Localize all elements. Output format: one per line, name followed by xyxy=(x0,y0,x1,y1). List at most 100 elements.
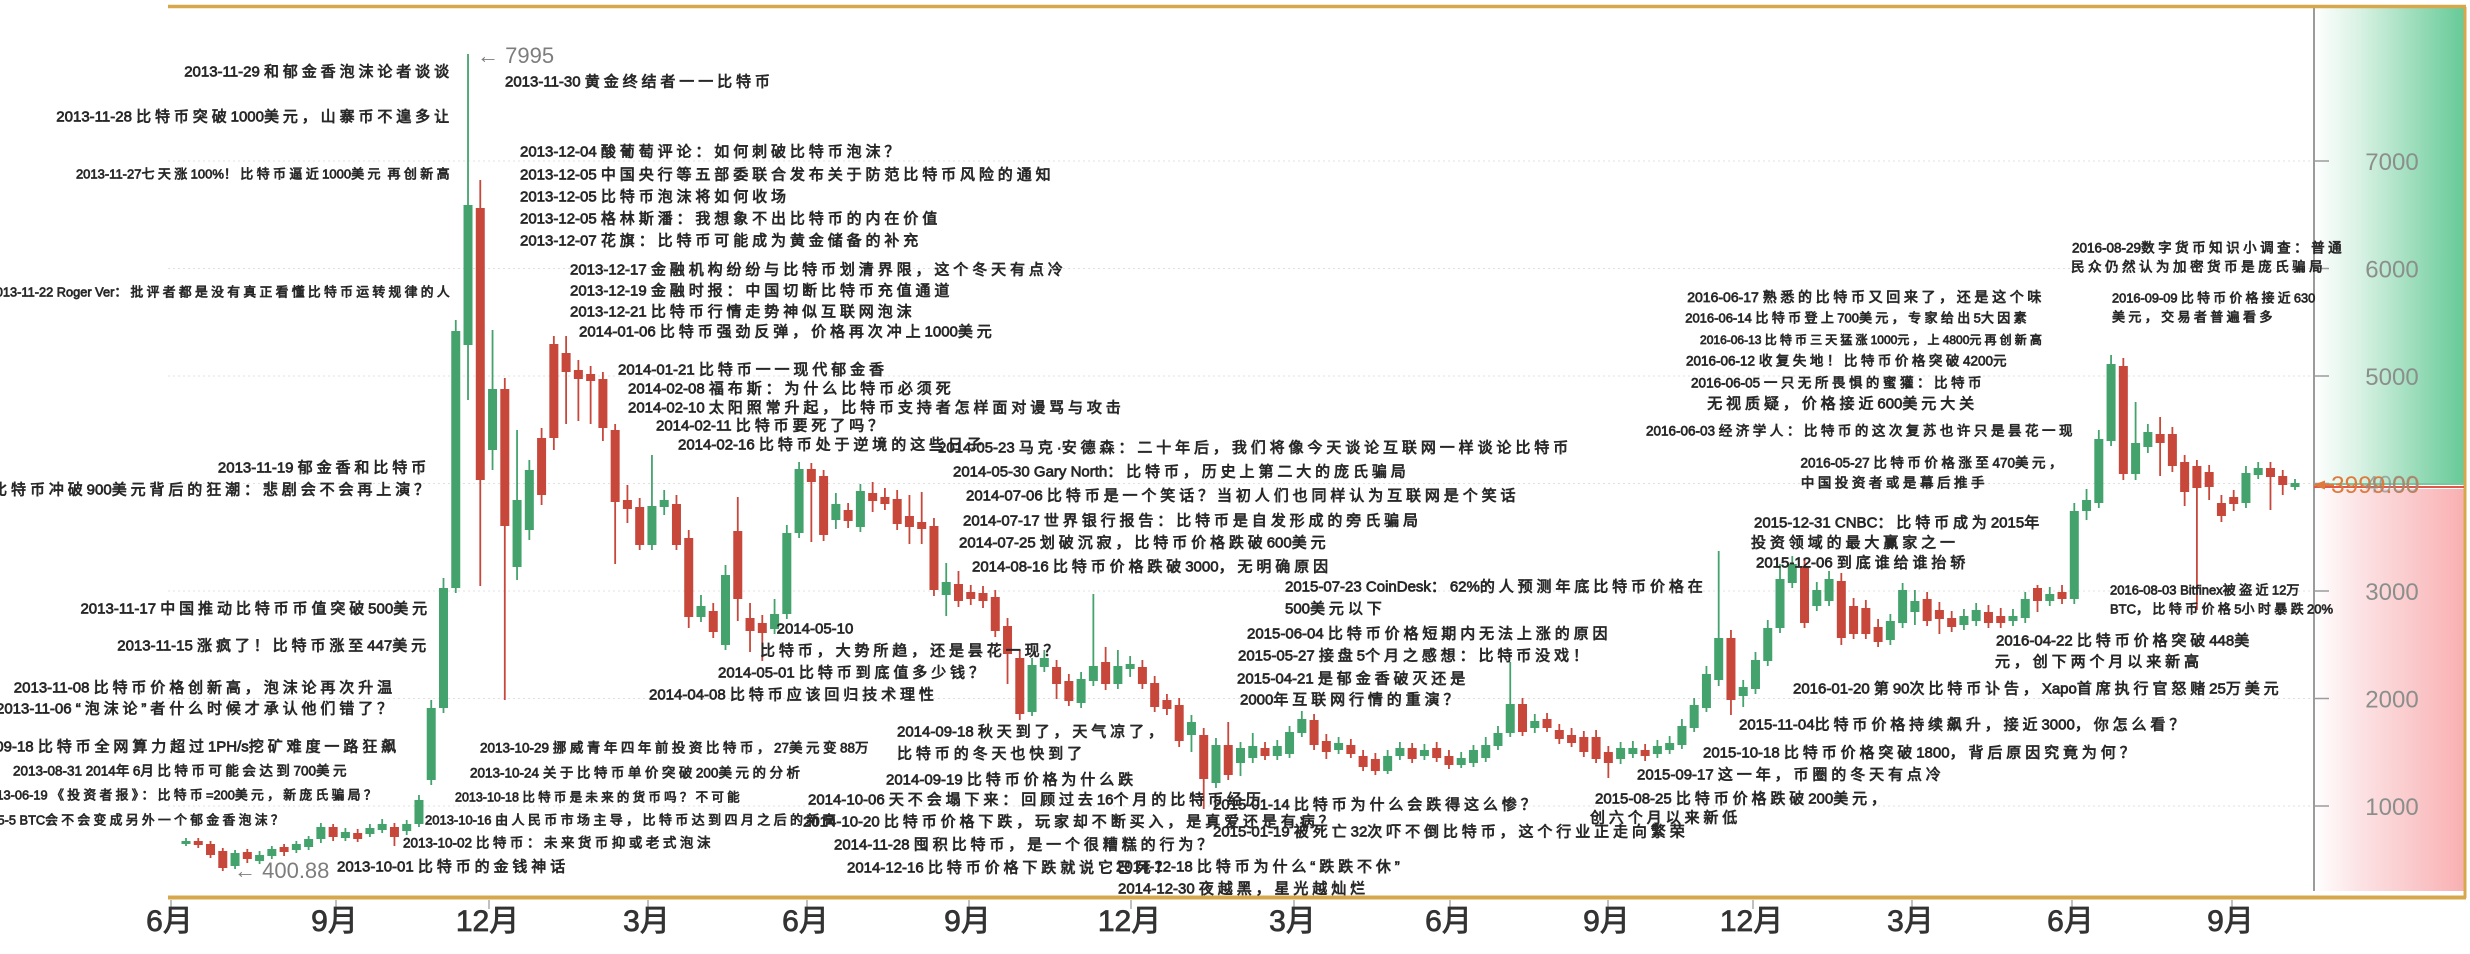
svg-text:中国投资者或是幕后推手: 中国投资者或是幕后推手 xyxy=(1801,476,1988,491)
svg-text:1000: 1000 xyxy=(2365,794,2418,821)
svg-text:2014-02-10 太阳照常升起，比特币支持者怎样面对谩骂: 2014-02-10 太阳照常升起，比特币支持者怎样面对谩骂与攻击 xyxy=(628,399,1125,416)
svg-text:2013-12-21 比特币行情走势神似互联网泡沫: 2013-12-21 比特币行情走势神似互联网泡沫 xyxy=(570,303,916,320)
svg-text:2014-05-10: 2014-05-10 xyxy=(777,620,854,637)
svg-text:2013-12-05 格林斯潘：我想象不出比特币的内在价值: 2013-12-05 格林斯潘：我想象不出比特币的内在价值 xyxy=(520,210,941,227)
svg-text:2013-12-04 酸葡萄评论：如何刺破比特币泡沫？: 2013-12-04 酸葡萄评论：如何刺破比特币泡沫？ xyxy=(520,143,903,160)
svg-text:2015-07-23 CoinDesk：62%的人预测年: 2015-07-23 CoinDesk：62%的人预测年底比特币价格在 xyxy=(1285,578,1707,595)
svg-text:比特币，大势所趋，还是昙花一现？: 比特币，大势所趋，还是昙花一现？ xyxy=(760,642,1062,659)
svg-text:9月: 9月 xyxy=(2207,905,2257,938)
svg-text:2013-10-01 比特币的金钱神话: 2013-10-01 比特币的金钱神话 xyxy=(337,858,569,875)
svg-text:2013-11-22 Roger Ver：批评者都是没有真正: 2013-11-22 Roger Ver：批评者都是没有真正看懂比特币运转规律的… xyxy=(0,284,453,299)
svg-text:2014-10-06 天不会塌下来：回顾过去16个月的比特币: 2014-10-06 天不会塌下来：回顾过去16个月的比特币经历 xyxy=(808,791,1265,808)
svg-text:9月: 9月 xyxy=(944,905,994,938)
svg-text:2014-04-08 比特币应该回归技术理性: 2014-04-08 比特币应该回归技术理性 xyxy=(649,685,938,703)
svg-text:2013-11-29 和郁金香泡沫论者谈谈: 2013-11-29 和郁金香泡沫论者谈谈 xyxy=(184,63,453,80)
svg-text:2015-11-04比特币价格持续飙升，接近3000，你怎么: 2015-11-04比特币价格持续飙升，接近3000，你怎么看？ xyxy=(1739,716,2188,733)
svg-text:2016-06-05 一只无所畏惧的蜜獾：比特币: 2016-06-05 一只无所畏惧的蜜獾：比特币 xyxy=(1691,376,1985,391)
svg-text:2015-10-18 比特币价格突破1800，背后原因究竟为: 2015-10-18 比特币价格突破1800，背后原因究竟为何？ xyxy=(1703,744,2139,761)
svg-text:2013-10-16 由人民币市场主导，比特币达到四月之后的: 2013-10-16 由人民币市场主导，比特币达到四月之后的新高 xyxy=(425,813,839,828)
svg-text:2016-09-09 比特币价格接近630: 2016-09-09 比特币价格接近630 xyxy=(2112,290,2315,305)
svg-text:2014-05-23 马克·安德森：二十年后，我们将像今天谈: 2014-05-23 马克·安德森：二十年后，我们将像今天谈论互联网一样谈论比特… xyxy=(938,438,1572,456)
svg-text:2014-10-20 比特币价格下跌，玩家却不断买入，是真爱: 2014-10-20 比特币价格下跌，玩家却不断买入，是真爱还是有病？ xyxy=(803,812,1338,830)
svg-text:2014-07-25 划破沉寂，比特币价格跌破600美元: 2014-07-25 划破沉寂，比特币价格跌破600美元 xyxy=(959,534,1330,551)
svg-text:2013-12-17 金融机构纷纷与比特币划清界限，这个冬天: 2013-12-17 金融机构纷纷与比特币划清界限，这个冬天有点冷 xyxy=(570,261,1067,278)
svg-text:2015-06-04 比特币价格短期内无法上涨的原因: 2015-06-04 比特币价格短期内无法上涨的原因 xyxy=(1247,625,1611,642)
svg-text:2014-02-08 福布斯：为什么比特币必须死: 2014-02-08 福布斯：为什么比特币必须死 xyxy=(628,380,955,397)
svg-text:2013-12-07 花旗：比特币可能成为黄金储备的补充: 2013-12-07 花旗：比特币可能成为黄金储备的补充 xyxy=(520,232,922,249)
svg-text:2013-11-17 中国推动比特币币值突破500美元: 2013-11-17 中国推动比特币币值突破500美元 xyxy=(80,600,431,617)
svg-text:6月: 6月 xyxy=(2047,905,2097,938)
svg-text:2015-09-17 这一年，币圈的冬天有点冷: 2015-09-17 这一年，币圈的冬天有点冷 xyxy=(1637,766,1945,783)
svg-text:6000: 6000 xyxy=(2365,257,2418,284)
svg-text:投资领域的最大赢家之一: 投资领域的最大赢家之一 xyxy=(1751,534,1959,551)
svg-text:2013-08-31 2014年6月比特币可能会达到700美: 2013-08-31 2014年6月比特币可能会达到700美元 xyxy=(13,764,350,779)
svg-text:2014-05-01 比特币到底值多少钱？: 2014-05-01 比特币到底值多少钱？ xyxy=(718,664,988,681)
svg-text:2014-12-30 夜越黑，星光越灿烂: 2014-12-30 夜越黑，星光越灿烂 xyxy=(1118,880,1369,897)
svg-text:3月: 3月 xyxy=(623,905,673,938)
svg-text:2013-06-19 《投资者报》：比特币=200美元，新庞: 2013-06-19 《投资者报》：比特币=200美元，新庞氏骗局？ xyxy=(0,787,380,802)
svg-text:比特币的冬天也快到了: 比特币的冬天也快到了 xyxy=(897,745,1086,762)
svg-text:← 400.88: ← 400.88 xyxy=(234,858,329,883)
svg-text:2013-11-28 比特币突破1000美元，山寨币不遑多让: 2013-11-28 比特币突破1000美元，山寨币不遑多让 xyxy=(56,107,453,125)
svg-text:2016-06-03 经济学人：比特币的这次复苏也许只是昙花: 2016-06-03 经济学人：比特币的这次复苏也许只是昙花一现 xyxy=(1646,423,2076,439)
svg-text:2014-07-06 比特币是一个笑话？当初人们也同样认为互: 2014-07-06 比特币是一个笑话？当初人们也同样认为互联网是个笑话 xyxy=(966,487,1519,504)
svg-text:9月: 9月 xyxy=(311,905,361,938)
svg-text:2015-08-25 比特币价格跌破200美元，: 2015-08-25 比特币价格跌破200美元， xyxy=(1595,790,1890,807)
svg-text:2016-06-14 比特币登上700美元，专家给出5大因素: 2016-06-14 比特币登上700美元，专家给出5大因素 xyxy=(1685,311,2030,326)
svg-text:民众仍然认为加密货币是庞氏骗局: 民众仍然认为加密货币是庞氏骗局 xyxy=(2071,259,2326,275)
svg-text:2013-10-24 关于比特币单价突破200美元的分析: 2013-10-24 关于比特币单价突破200美元的分析 xyxy=(470,766,804,781)
svg-text:3000: 3000 xyxy=(2365,579,2418,606)
svg-text:3月: 3月 xyxy=(1269,905,1319,938)
svg-text:2014-01-06 比特币强劲反弹，价格再次冲上1000美: 2014-01-06 比特币强劲反弹，价格再次冲上1000美元 xyxy=(579,323,996,340)
svg-text:2013-11-27七天涨100%！比特币逼近1000美元: 2013-11-27七天涨100%！比特币逼近1000美元 再创新高 xyxy=(76,167,453,182)
svg-text:2013-11-19 比特币冲破900美元背后的狂潮：悲剧会: 2013-11-19 比特币冲破900美元背后的狂潮：悲剧会不会再上演？ xyxy=(0,481,433,498)
svg-text:2013-09-18 比特币全网算力超过1PH/s挖矿难度一: 2013-09-18 比特币全网算力超过1PH/s挖矿难度一路狂飙 xyxy=(0,737,400,755)
svg-text:2013-11-15 涨疯了！比特币涨至447美元: 2013-11-15 涨疯了！比特币涨至447美元 xyxy=(117,637,430,654)
svg-text:2013-11-08 比特币价格创新高，泡沫论再次升温: 2013-11-08 比特币价格创新高，泡沫论再次升温 xyxy=(14,679,396,696)
svg-text:2014-02-11 比特币要死了吗？: 2014-02-11 比特币要死了吗？ xyxy=(656,417,887,434)
svg-text:2014-09-18 秋天到了，天气凉了，: 2014-09-18 秋天到了，天气凉了， xyxy=(897,723,1167,740)
svg-text:6月: 6月 xyxy=(1425,905,1475,938)
svg-text:2015-01-19 被死亡32次吓不倒比特币，这个行业正走: 2015-01-19 被死亡32次吓不倒比特币，这个行业正走向繁荣 xyxy=(1213,823,1689,840)
svg-text:无视质疑，价格接近600美元大关: 无视质疑，价格接近600美元大关 xyxy=(1707,395,1978,412)
svg-text:2014-01-21 比特币一一现代郁金香: 2014-01-21 比特币一一现代郁金香 xyxy=(618,361,888,378)
svg-text:2015-12-31 CNBC：比特币成为2015年: 2015-12-31 CNBC：比特币成为2015年 xyxy=(1754,514,2043,531)
svg-text:2013-12-19 金融时报：中国切断比特币充值通道: 2013-12-19 金融时报：中国切断比特币充值通道 xyxy=(570,282,953,299)
svg-text:创六个月以来新低: 创六个月以来新低 xyxy=(1590,809,1741,826)
svg-text:2016-05-27 比特币价格涨至470美元，: 2016-05-27 比特币价格涨至470美元， xyxy=(1801,456,2066,471)
svg-text:2013-11-06 “泡沫论”者什么时候才承认他们错了？: 2013-11-06 “泡沫论”者什么时候才承认他们错了？ xyxy=(0,700,396,717)
svg-text:2015-12-06 到底谁给谁抬轿: 2015-12-06 到底谁给谁抬轿 xyxy=(1756,554,1969,571)
svg-text:9月: 9月 xyxy=(1583,905,1633,938)
svg-text:2014-08-16 比特币价格跌破3000，无明确原因: 2014-08-16 比特币价格跌破3000，无明确原因 xyxy=(972,558,1332,575)
svg-text:2000年互联网行情的重演？: 2000年互联网行情的重演？ xyxy=(1240,691,1462,708)
svg-text:2013-10-29 挪威青年四年前投资比特币，27美元变8: 2013-10-29 挪威青年四年前投资比特币，27美元变88万 xyxy=(480,740,872,756)
svg-text:2016-06-17 熟悉的比特币又回来了，还是这个味: 2016-06-17 熟悉的比特币又回来了，还是这个味 xyxy=(1687,289,2045,305)
svg-text:2016-06-13 比特币三天猛涨1000元，上4800元: 2016-06-13 比特币三天猛涨1000元，上4800元再创新高 xyxy=(1700,332,2045,347)
svg-text:2014-05-30 Gary North：比特币，历史上: 2014-05-30 Gary North：比特币，历史上第二大的庞氏骗局 xyxy=(953,462,1410,480)
svg-text:2016-01-20 第90次比特币讣告，Xapo首席执行官: 2016-01-20 第90次比特币讣告，Xapo首席执行官怒赌25万美元 xyxy=(1793,679,2283,697)
svg-text:2016-04-22 比特币价格突破448美: 2016-04-22 比特币价格突破448美 xyxy=(1996,632,2253,649)
svg-text:2013-10-02 比特币：未来货币抑或老式泡沫: 2013-10-02 比特币：未来货币抑或老式泡沫 xyxy=(403,835,714,851)
svg-text:12月: 12月 xyxy=(1098,905,1164,938)
svg-text:5000: 5000 xyxy=(2365,364,2418,391)
svg-text:元，创下两个月以来新高: 元，创下两个月以来新高 xyxy=(1995,653,2203,670)
svg-text:12月: 12月 xyxy=(1720,905,1786,938)
svg-text:2014-12-18 比特币为什么“跌跌不休”: 2014-12-18 比特币为什么“跌跌不休” xyxy=(1116,858,1404,875)
svg-text:2013-10-18 比特币是未来的货币吗？不可能: 2013-10-18 比特币是未来的货币吗？不可能 xyxy=(455,789,743,804)
svg-text:2013-5-5 BTC会不会变成另外一个郁金香泡沫？: 2013-5-5 BTC会不会变成另外一个郁金香泡沫？ xyxy=(0,812,287,827)
svg-text:2015-01-14 比特币为什么会跌得这么惨？: 2015-01-14 比特币为什么会跌得这么惨？ xyxy=(1213,796,1540,813)
svg-text:2015-05-27 接盘5个月之感想：比特币没戏！: 2015-05-27 接盘5个月之感想：比特币没戏！ xyxy=(1238,646,1592,664)
svg-text:BTC，比特币价格5小时暴跌20%: BTC，比特币价格5小时暴跌20% xyxy=(2110,602,2334,617)
svg-text:2000: 2000 xyxy=(2365,687,2418,714)
svg-text:2013-12-05 中国央行等五部委联合发布关于防范比特币: 2013-12-05 中国央行等五部委联合发布关于防范比特币风险的通知 xyxy=(520,165,1055,183)
svg-text:美元，交易者普遍看多: 美元，交易者普遍看多 xyxy=(2112,310,2276,325)
svg-text:2013-11-30 黄金终结者一一比特币: 2013-11-30 黄金终结者一一比特币 xyxy=(505,73,774,90)
svg-text:500美元以下: 500美元以下 xyxy=(1285,600,1386,617)
svg-text:2016-06-12 收复失地！比特币价格突破4200元: 2016-06-12 收复失地！比特币价格突破4200元 xyxy=(1686,353,2010,369)
svg-text:2013-12-05 比特币泡沫将如何收场: 2013-12-05 比特币泡沫将如何收场 xyxy=(520,188,790,205)
svg-text:7000: 7000 xyxy=(2365,149,2418,176)
svg-text:2014-11-28 囤积比特币，是一个很糟糕的行为？: 2014-11-28 囤积比特币，是一个很糟糕的行为？ xyxy=(834,836,1216,853)
svg-text:2014-09-19 比特币价格为什么跌: 2014-09-19 比特币价格为什么跌 xyxy=(886,771,1137,788)
svg-text:12月: 12月 xyxy=(456,905,522,938)
svg-text:2014-12-16 比特币价格下跌就说它已死？: 2014-12-16 比特币价格下跌就说它已死？ xyxy=(847,858,1174,876)
